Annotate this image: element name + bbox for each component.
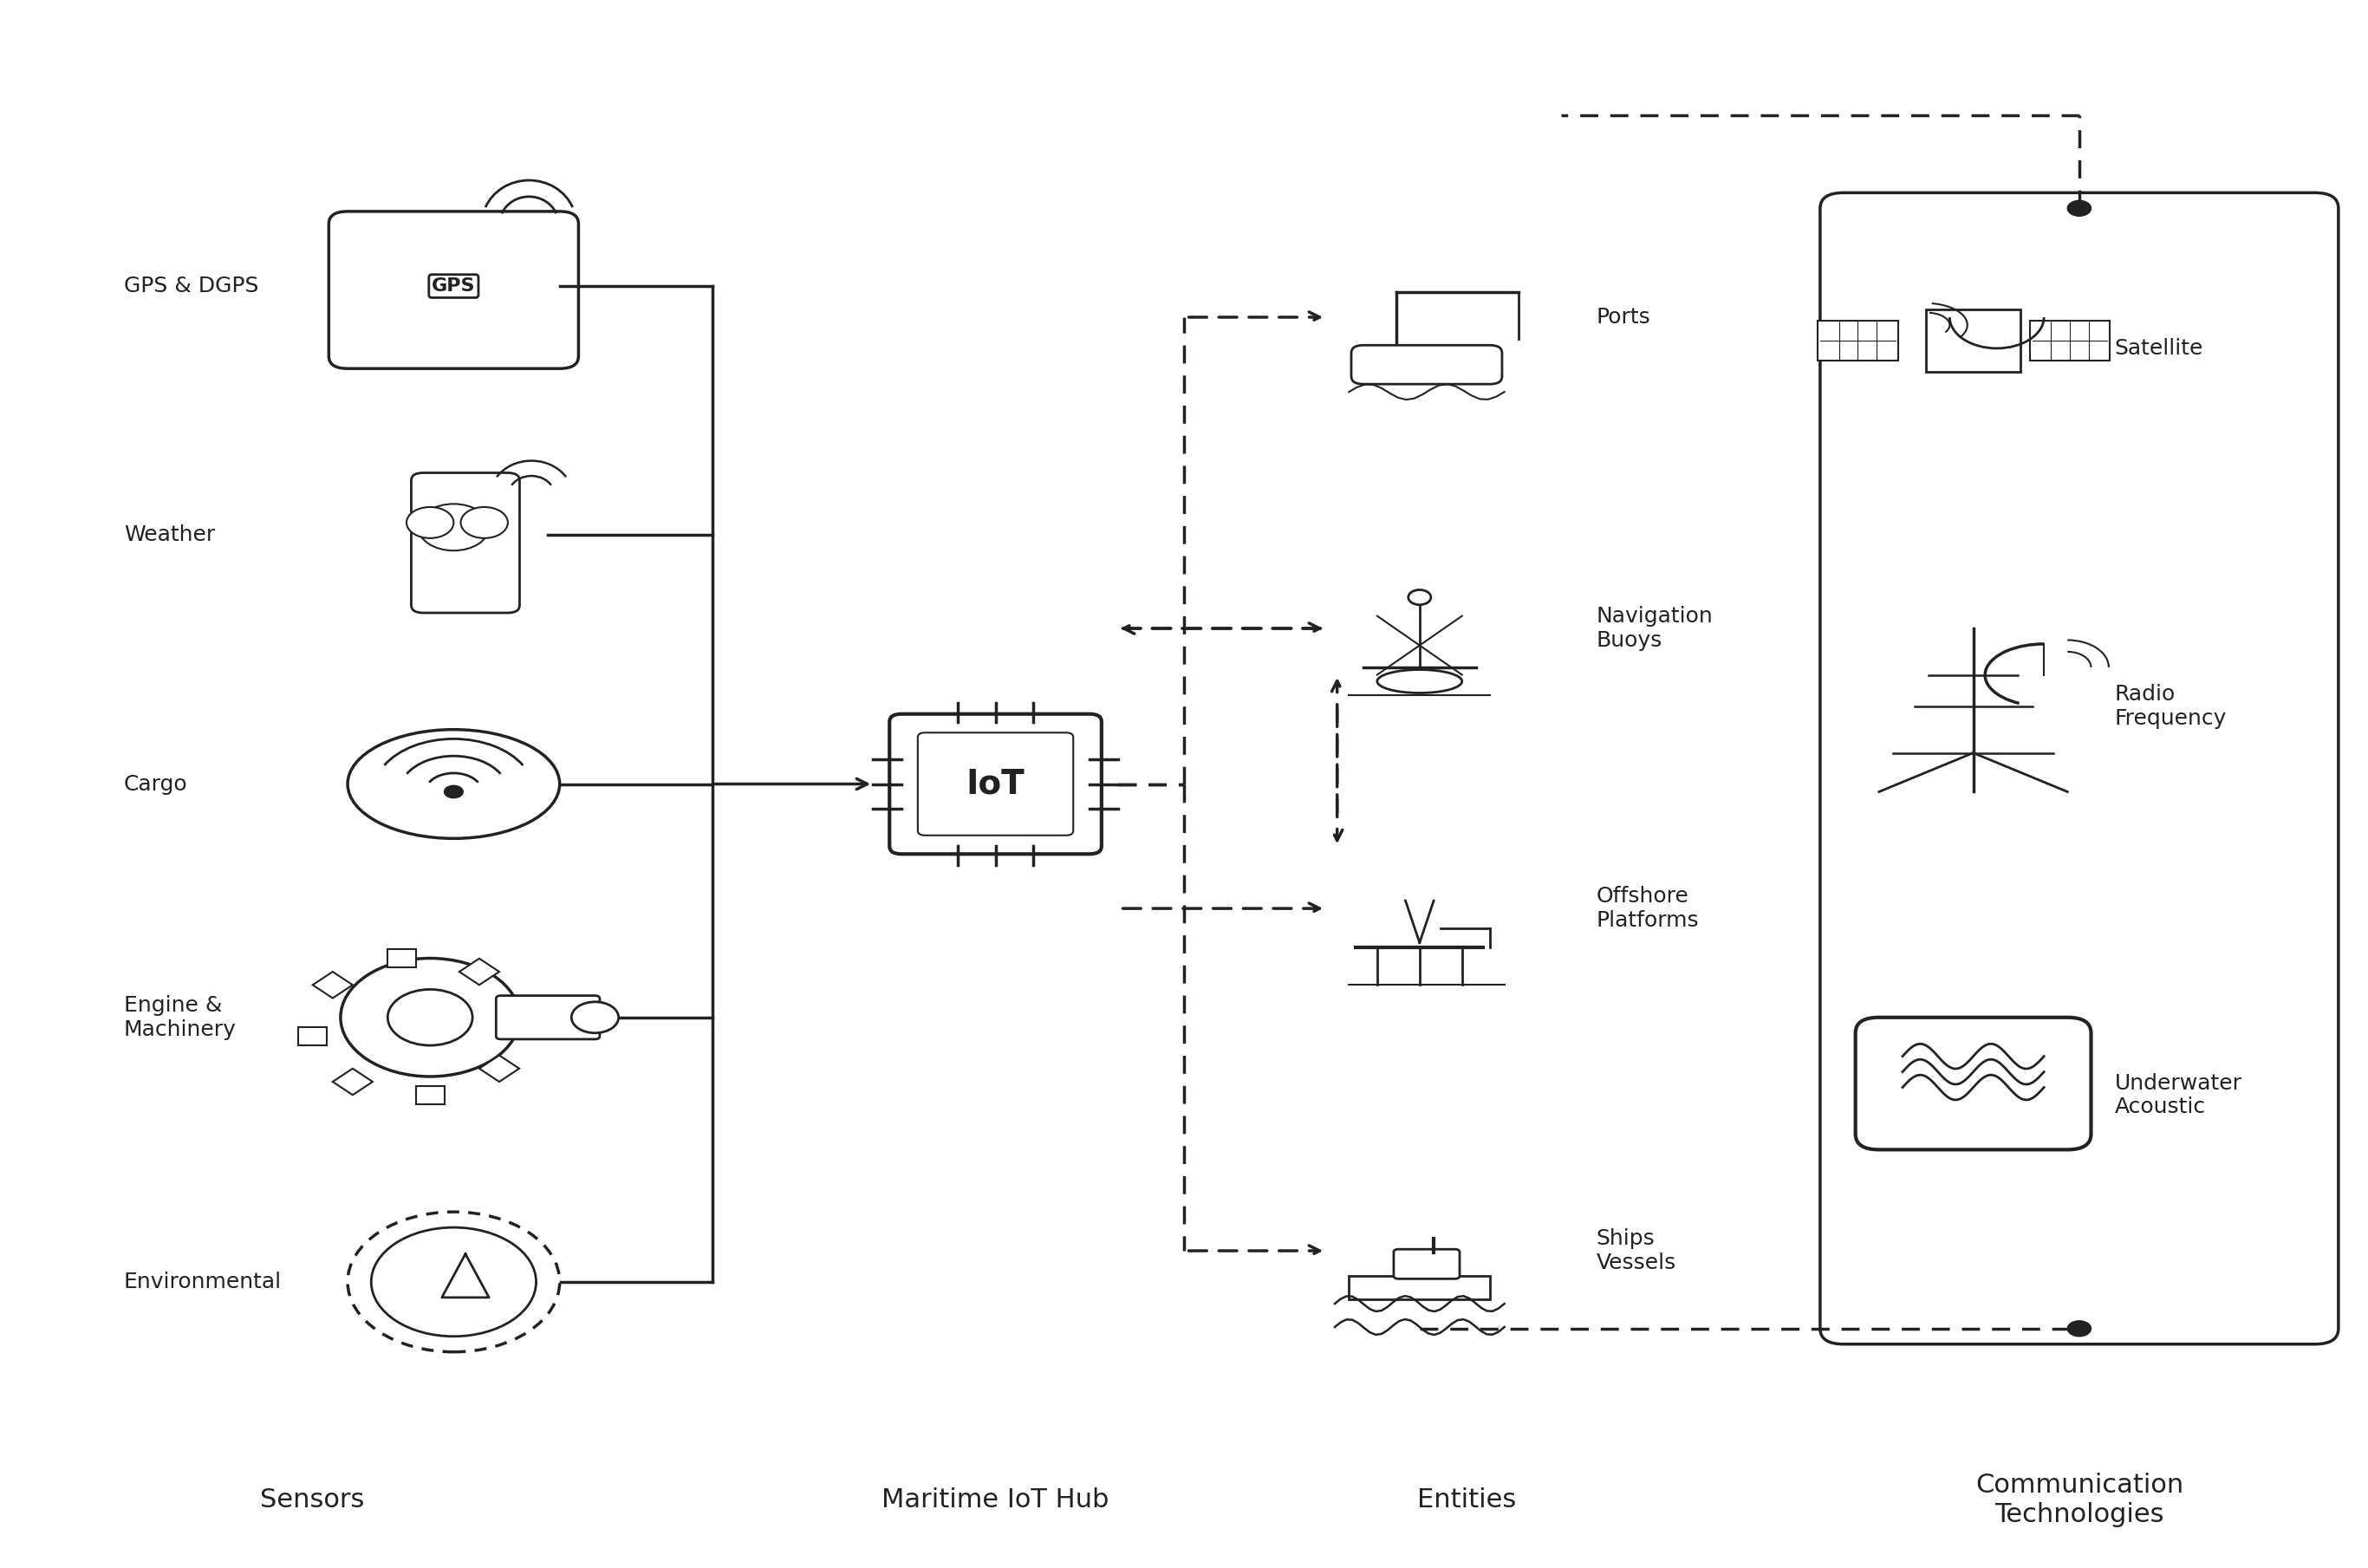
Ellipse shape	[1378, 670, 1461, 693]
Text: Sensors: Sensors	[260, 1486, 365, 1512]
Text: Environmental: Environmental	[123, 1272, 282, 1292]
Text: Ports: Ports	[1596, 307, 1650, 328]
Text: Engine &
Machinery: Engine & Machinery	[123, 996, 237, 1040]
FancyBboxPatch shape	[412, 474, 519, 613]
Ellipse shape	[348, 729, 559, 839]
Circle shape	[445, 786, 464, 798]
Circle shape	[407, 506, 455, 538]
Bar	[417, 1087, 445, 1104]
Circle shape	[571, 1002, 618, 1033]
Text: Offshore
Platforms: Offshore Platforms	[1596, 886, 1700, 931]
Text: Satellite: Satellite	[2115, 339, 2202, 359]
Bar	[332, 1068, 372, 1094]
Circle shape	[462, 506, 507, 538]
Circle shape	[1409, 590, 1430, 605]
Text: Navigation
Buoys: Navigation Buoys	[1596, 605, 1712, 651]
Bar	[388, 949, 417, 967]
Bar	[313, 972, 353, 999]
FancyBboxPatch shape	[1857, 1018, 2091, 1149]
Text: Radio
Frequency: Radio Frequency	[2115, 684, 2226, 729]
FancyBboxPatch shape	[495, 996, 599, 1040]
Circle shape	[2067, 1320, 2091, 1336]
Circle shape	[372, 1228, 535, 1336]
Circle shape	[348, 1212, 559, 1352]
Text: Ships
Vessels: Ships Vessels	[1596, 1228, 1677, 1273]
FancyBboxPatch shape	[919, 732, 1073, 836]
Text: Weather: Weather	[123, 525, 215, 546]
Circle shape	[2067, 201, 2091, 216]
Text: Entities: Entities	[1416, 1486, 1516, 1512]
FancyBboxPatch shape	[1821, 193, 2340, 1344]
FancyBboxPatch shape	[1395, 1250, 1459, 1279]
Circle shape	[341, 958, 519, 1077]
Circle shape	[388, 989, 474, 1046]
FancyBboxPatch shape	[1819, 320, 1897, 361]
Polygon shape	[1350, 1276, 1489, 1298]
Circle shape	[419, 503, 488, 550]
FancyBboxPatch shape	[329, 212, 578, 368]
Text: GPS & DGPS: GPS & DGPS	[123, 276, 258, 296]
Bar	[298, 1027, 327, 1046]
FancyBboxPatch shape	[890, 713, 1101, 855]
Bar	[478, 1055, 519, 1082]
FancyBboxPatch shape	[2029, 320, 2110, 361]
Text: GPS: GPS	[431, 278, 476, 295]
Text: Cargo: Cargo	[123, 773, 187, 795]
Text: Communication
Technologies: Communication Technologies	[1975, 1472, 2183, 1527]
Bar	[504, 1008, 533, 1027]
FancyBboxPatch shape	[1925, 309, 2020, 372]
Text: Underwater
Acoustic: Underwater Acoustic	[2115, 1073, 2242, 1118]
Text: IoT: IoT	[966, 767, 1025, 801]
FancyBboxPatch shape	[1352, 345, 1501, 384]
Bar	[459, 958, 500, 985]
Text: Maritime IoT Hub: Maritime IoT Hub	[881, 1486, 1108, 1512]
